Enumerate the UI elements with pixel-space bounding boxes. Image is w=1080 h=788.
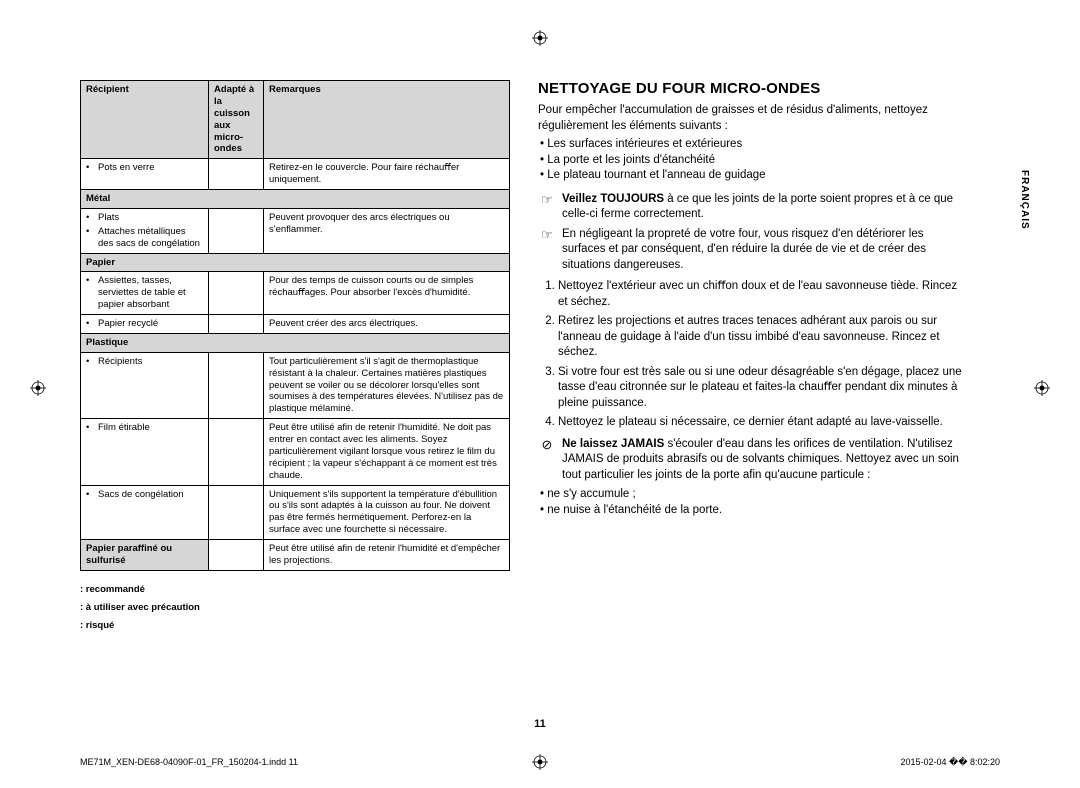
cell: Pots en verre [98,162,155,174]
legend-item: : risqué [80,617,510,635]
note-text: En négligeant la propreté de votre four,… [562,227,968,274]
bold: Veillez TOUJOURS [562,193,664,205]
cell: Peuvent provoquer des arcs électriques o… [264,208,510,253]
step-item: Si votre four est très sale ou si une od… [558,365,968,412]
th-recipient: Récipient [81,81,209,159]
steps-list: Nettoyez l'extérieur avec un chiﬀon doux… [538,279,968,431]
reg-mark-right [1034,380,1050,396]
subheader-paper: Papier [81,253,510,272]
bold: Ne laissez JAMAIS [562,438,664,450]
list-item: Le plateau tournant et l'anneau de guida… [552,168,968,184]
subheader-metal: Métal [81,190,510,209]
note-neglect: ☞ En négligeant la propreté de votre fou… [538,227,968,274]
cell: Uniquement s'ils supportent la températu… [264,485,510,540]
subheader-plastic: Plastique [81,333,510,352]
language-tab: FRANÇAIS [1019,170,1030,230]
note-always: ☞ Veillez TOUJOURS à ce que les joints d… [538,192,968,223]
step-item: Nettoyez l'extérieur avec un chiﬀon doux… [558,279,968,310]
footer-file: ME71M_XEN-DE68-04090F-01_FR_150204-1.ind… [80,757,298,768]
cell: Sacs de congélation [98,489,184,501]
list-item: Les surfaces intérieures et extérieures [552,137,968,153]
right-column: NETTOYAGE DU FOUR MICRO-ONDES Pour empêc… [538,80,968,635]
cell: Peuvent créer des arcs électriques. [264,315,510,334]
subheader-wax: Papier paraffiné ou sulfurisé [81,540,209,571]
content-columns: Récipient Adapté à la cuisson aux micro-… [80,80,1000,635]
reg-mark-top [532,30,548,46]
cell: Attaches métalliques des sacs de congéla… [98,226,203,250]
cell: Plats [98,212,119,224]
footer-date: 2015-02-04 �� 8:02:20 [900,757,1000,768]
cell: Film étirable [98,422,150,434]
cell: Assiettes, tasses, serviettes de table e… [98,275,203,311]
hand-icon: ☞ [538,192,556,223]
footer: ME71M_XEN-DE68-04090F-01_FR_150204-1.ind… [80,757,1000,768]
legend-item: : recommandé [80,581,510,599]
page-number: 11 [0,718,1080,730]
legend-item: : à utiliser avec précaution [80,599,510,617]
hand-icon: ☞ [538,227,556,274]
list-item: ne nuise à l'étanchéité de la porte. [552,503,968,519]
cell: Récipients [98,356,142,368]
reg-mark-left [30,380,46,396]
cell: Tout particulièrement s'il s'agit de the… [264,352,510,418]
warn-icon: ⊘ [538,437,556,484]
intro-text: Pour empêcher l'accumulation de graisses… [538,103,968,134]
cell: Retirez-en le couvercle. Pour faire réch… [264,159,510,190]
recipients-table: Récipient Adapté à la cuisson aux micro-… [80,80,510,571]
th-suitable: Adapté à la cuisson aux micro-ondes [209,81,264,159]
section-title: NETTOYAGE DU FOUR MICRO-ONDES [538,80,968,97]
cell: Pour des temps de cuisson courts ou de s… [264,272,510,315]
list-item: ne s'y accumule ; [552,487,968,503]
cell: Peut être utilisé afin de retenir l'humi… [264,419,510,485]
cell: Peut être utilisé afin de retenir l'humi… [264,540,510,571]
legend: : recommandé : à utiliser avec précautio… [80,581,510,635]
left-column: Récipient Adapté à la cuisson aux micro-… [80,80,510,635]
cell: Papier recyclé [98,318,158,330]
bullet-list-1: Les surfaces intérieures et extérieures … [538,137,968,184]
list-item: La porte et les joints d'étanchéité [552,153,968,169]
step-item: Retirez les projections et autres traces… [558,314,968,361]
step-item: Nettoyez le plateau si nécessaire, ce de… [558,415,968,431]
note-never: ⊘ Ne laissez JAMAIS s'écouler d'eau dans… [538,437,968,484]
page: FRANÇAIS Récipient Adapté à la cuisson a… [0,0,1080,788]
th-remarks: Remarques [264,81,510,159]
bullet-list-2: ne s'y accumule ; ne nuise à l'étanchéit… [538,487,968,518]
